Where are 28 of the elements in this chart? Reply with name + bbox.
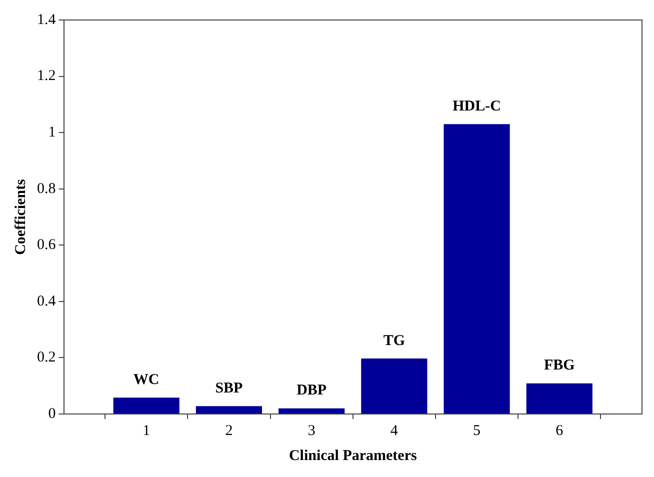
- annotation: SBP: [215, 380, 243, 396]
- y-tick-label: 0: [48, 406, 56, 422]
- annotation: DBP: [296, 382, 327, 399]
- y-tick-label: 0.8: [37, 180, 56, 197]
- annotation: FBG: [544, 358, 576, 374]
- y-axis-title: Coefficients: [12, 178, 29, 255]
- annotation: TG: [383, 332, 406, 349]
- bar: [278, 408, 345, 414]
- y-tick-label: 1.4: [37, 12, 56, 28]
- annotation: HDL-C: [452, 98, 501, 115]
- x-tick-label: 2: [225, 422, 233, 439]
- x-tick-label: 4: [390, 422, 398, 439]
- bar: [196, 406, 262, 414]
- bar: [444, 124, 510, 414]
- y-tick-label: 0.4: [37, 293, 56, 310]
- y-tick-label: 1: [48, 124, 56, 141]
- x-axis-title: Clinical Parameters: [288, 448, 417, 464]
- y-tick-label: 1.2: [37, 68, 56, 84]
- x-tick-label: 1: [142, 422, 150, 439]
- bar: [361, 358, 428, 414]
- bar: [113, 398, 180, 414]
- bar: [526, 383, 592, 414]
- y-tick-label: 0.6: [37, 237, 56, 254]
- x-tick-label: 3: [308, 422, 316, 439]
- annotation: WC: [133, 372, 160, 388]
- y-tick-label: 0.2: [37, 350, 56, 366]
- x-tick-label: 6: [556, 422, 564, 439]
- x-tick-label: 5: [473, 422, 481, 439]
